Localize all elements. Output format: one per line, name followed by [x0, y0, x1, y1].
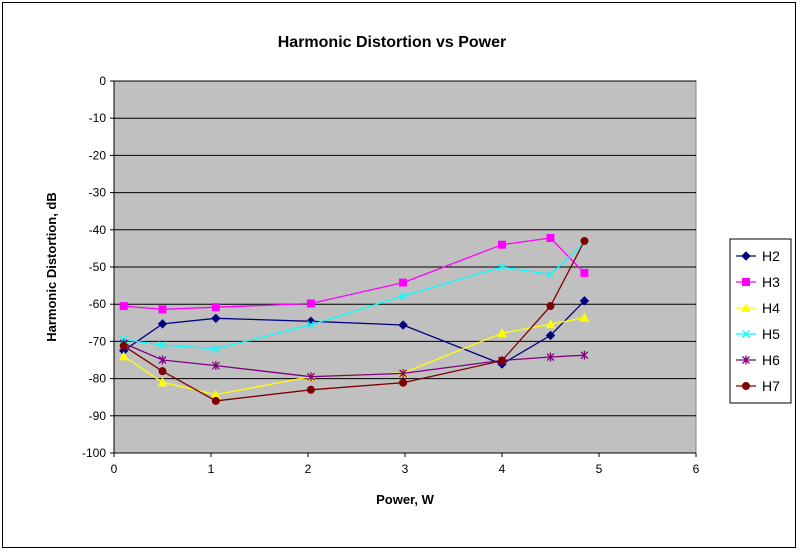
data-point-h4 [497, 328, 507, 338]
legend-marker-h7 [742, 382, 750, 390]
y-tick-label: -10 [89, 111, 107, 125]
y-tick-label: -70 [89, 334, 107, 348]
legend: H2 H3 H4 H5 H6 H7 [729, 238, 792, 404]
data-point-h6 [306, 372, 315, 382]
data-point-h7 [119, 341, 128, 350]
series-h3 [119, 233, 589, 314]
legend-marker-h3 [742, 278, 750, 286]
series-line-h5 [123, 242, 585, 350]
chart-title: Harmonic Distortion vs Power [278, 34, 507, 51]
data-point-h2 [545, 330, 556, 341]
legend-item-h7: H7 [736, 378, 780, 394]
y-tick-label: -100 [82, 446, 106, 460]
marker-stroke [399, 292, 408, 300]
legend-item-h2: H2 [736, 248, 780, 264]
y-tick-label: -60 [89, 297, 107, 311]
legend-label-h3: H3 [762, 274, 780, 290]
y-tick-label: -40 [89, 223, 107, 237]
y-tick-label: -20 [89, 148, 107, 162]
data-point-h2 [157, 319, 168, 329]
y-tick-label: -80 [89, 372, 107, 386]
y-axis-label: Harmonic Distortion, dB [44, 192, 59, 342]
x-tick-label: 0 [111, 462, 118, 476]
legend-label-h4: H4 [762, 300, 780, 316]
data-point-h3 [399, 278, 408, 287]
x-tick-label: 5 [596, 462, 603, 476]
data-point-h7 [498, 356, 506, 365]
data-point-h5 [498, 263, 506, 271]
y-tick-label: -50 [89, 260, 107, 274]
data-point-h7 [158, 367, 167, 376]
x-axis-label: Power, W [376, 492, 435, 507]
x-tick-label: 6 [693, 462, 700, 476]
legend-label-h5: H5 [762, 326, 780, 342]
data-point-h5 [546, 270, 555, 279]
marker-stroke [211, 344, 220, 353]
legend-marker-h5 [742, 330, 750, 338]
data-point-h2 [211, 313, 221, 324]
data-point-h6 [211, 361, 220, 371]
series-line-h2 [123, 300, 585, 365]
data-point-h4 [118, 351, 129, 361]
data-point-h7 [399, 378, 408, 387]
chart-svg: Harmonic Distortion vs Power 0 -10 -20 -30 -… [44, 34, 792, 507]
data-point-h5 [306, 320, 315, 329]
marker-stroke [498, 263, 506, 271]
legend-marker-h6 [742, 355, 750, 365]
series-line-h7 [123, 240, 585, 402]
data-point-h6 [546, 352, 555, 362]
plot-area: 0 -10 -20 -30 -40 -50 -60 -70 -80 -90 -100 0 1 2 3 4 5 6 [82, 74, 700, 476]
legend-item-h6: H6 [736, 352, 780, 368]
data-point-h2 [579, 296, 590, 306]
x-tick-label: 1 [208, 462, 215, 476]
legend-marker-h4 [741, 302, 751, 312]
legend-item-h5: H5 [736, 326, 780, 342]
data-point-h7 [211, 396, 220, 405]
chart-frame: Harmonic Distortion vs Power 0 -10 -20 -30 -… [2, 2, 796, 548]
data-point-h3 [306, 299, 315, 308]
marker-stroke [742, 330, 750, 338]
data-point-h3 [119, 302, 128, 311]
y-tick-label: -90 [89, 409, 107, 423]
data-point-h6 [399, 368, 408, 378]
data-point-h4 [545, 319, 556, 329]
data-point-h3 [580, 268, 589, 277]
legend-label-h7: H7 [762, 378, 780, 394]
series-line-h3 [123, 237, 585, 311]
data-point-h4 [579, 312, 590, 322]
legend-label-h6: H6 [762, 352, 780, 368]
data-point-h4 [157, 377, 168, 387]
data-point-h6 [580, 350, 589, 360]
marker-stroke [306, 320, 315, 329]
data-point-h7 [306, 385, 315, 394]
marker-stroke [546, 270, 555, 279]
data-point-h6 [158, 355, 167, 365]
marker-stroke [158, 341, 167, 350]
x-tick-label: 2 [305, 462, 312, 476]
legend-item-h4: H4 [736, 300, 780, 316]
data-point-h3 [498, 240, 506, 249]
x-tick-label: 3 [402, 462, 409, 476]
legend-marker-h2 [741, 251, 751, 261]
data-point-h2 [398, 320, 408, 330]
data-point-h7 [546, 302, 555, 311]
data-point-h5 [158, 341, 167, 350]
y-tick-label: 0 [99, 74, 106, 88]
data-point-h5 [399, 292, 408, 300]
y-tick-label: -30 [89, 186, 107, 200]
x-tick-label: 4 [499, 462, 506, 476]
data-point-h3 [211, 303, 220, 312]
series-line-h6 [123, 342, 585, 378]
legend-box [729, 238, 792, 404]
legend-label-h2: H2 [762, 248, 780, 264]
series-h7 [119, 236, 589, 405]
legend-item-h3: H3 [736, 274, 780, 290]
data-point-h3 [158, 305, 167, 314]
data-point-h5 [211, 344, 220, 353]
data-point-h7 [580, 236, 589, 245]
data-point-h3 [546, 233, 555, 242]
